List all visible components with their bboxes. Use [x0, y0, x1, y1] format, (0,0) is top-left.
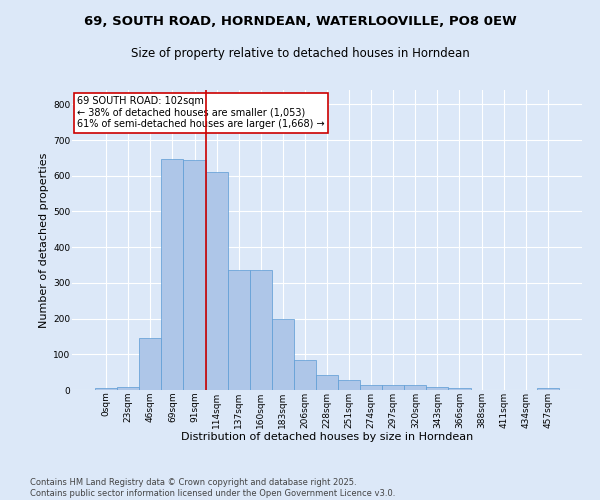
Bar: [139, 338, 161, 390]
Bar: [206, 172, 227, 390]
Text: 69 SOUTH ROAD: 102sqm
← 38% of detached houses are smaller (1,053)
61% of semi-d: 69 SOUTH ROAD: 102sqm ← 38% of detached …: [77, 96, 325, 129]
Bar: [95, 388, 117, 390]
Text: Size of property relative to detached houses in Horndean: Size of property relative to detached ho…: [131, 48, 469, 60]
Bar: [272, 320, 294, 390]
Bar: [537, 388, 559, 390]
Bar: [338, 380, 360, 390]
Bar: [117, 387, 139, 390]
Bar: [448, 388, 470, 390]
X-axis label: Distribution of detached houses by size in Horndean: Distribution of detached houses by size …: [181, 432, 473, 442]
Bar: [316, 374, 338, 390]
Bar: [360, 386, 382, 390]
Bar: [227, 270, 250, 390]
Bar: [294, 360, 316, 390]
Text: Contains HM Land Registry data © Crown copyright and database right 2025.
Contai: Contains HM Land Registry data © Crown c…: [30, 478, 395, 498]
Text: 69, SOUTH ROAD, HORNDEAN, WATERLOOVILLE, PO8 0EW: 69, SOUTH ROAD, HORNDEAN, WATERLOOVILLE,…: [83, 15, 517, 28]
Y-axis label: Number of detached properties: Number of detached properties: [39, 152, 49, 328]
Bar: [382, 386, 404, 390]
Bar: [427, 387, 448, 390]
Bar: [184, 160, 206, 390]
Bar: [250, 270, 272, 390]
Bar: [404, 386, 427, 390]
Bar: [161, 158, 184, 390]
